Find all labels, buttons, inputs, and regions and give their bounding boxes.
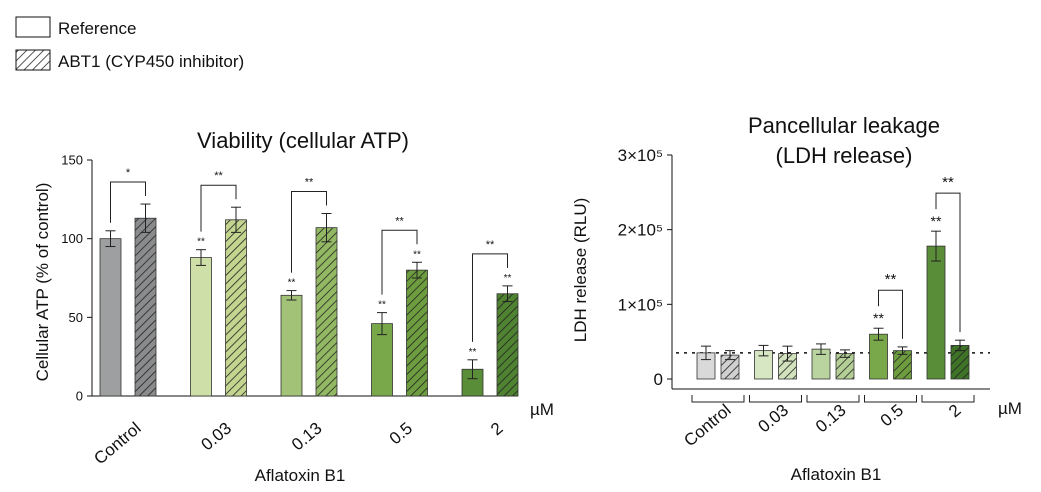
x-category-label: 0.5 (386, 419, 416, 449)
viability-chart-title: Viability (cellular ATP) (197, 128, 409, 153)
y-tick-label: 0 (654, 370, 663, 389)
significance-label: ** (378, 300, 386, 311)
bracket-label: ** (942, 174, 954, 191)
viability-x-axis-label: Aflatoxin B1 (255, 466, 346, 485)
bracket-label: ** (486, 239, 495, 251)
y-tick-label: 1×10⁵ (618, 295, 663, 314)
legend-label-reference: Reference (58, 19, 136, 38)
x-category-label: 0.03 (198, 419, 236, 455)
y-tick-label: 3×10⁵ (618, 146, 663, 165)
legend-item-abt1: ABT1 (CYP450 inhibitor) (15, 49, 244, 71)
comparison-bracket (381, 229, 418, 295)
bar-reference (190, 257, 212, 397)
ldh-chart-title: Pancellular leakage (748, 113, 940, 138)
significance-label: ** (413, 249, 421, 260)
bar-abt1 (406, 269, 428, 397)
ldh-unit-label: µM (998, 399, 1022, 418)
bar-reference (280, 294, 303, 397)
comparison-bracket (878, 289, 903, 339)
ldh-x-axis-label: Aflatoxin B1 (791, 465, 882, 484)
significance-label: ** (873, 310, 884, 326)
bracket-label: ** (885, 271, 897, 288)
significance-label: ** (288, 278, 296, 289)
x-category-label: Control (680, 401, 734, 451)
y-tick-label: 100 (61, 231, 83, 246)
significance-label: ** (504, 273, 512, 284)
bar-abt1 (225, 219, 247, 397)
x-category-label: 0.03 (755, 401, 793, 437)
legend: Reference ABT1 (CYP450 inhibitor) (15, 16, 244, 71)
viability-chart: Viability (cellular ATP) Cellular ATP (%… (33, 128, 554, 485)
comparison-bracket (200, 184, 237, 232)
comparison-bracket (472, 253, 508, 342)
x-category-label: 0.13 (812, 401, 850, 437)
x-category-label: 2 (487, 419, 506, 440)
viability-y-axis-label: Cellular ATP (% of control) (33, 183, 52, 382)
x-category-label: 0.5 (877, 401, 907, 431)
ldh-chart-subtitle: (LDH release) (776, 143, 913, 168)
significance-label: ** (197, 237, 205, 248)
significance-label: ** (931, 213, 942, 229)
x-group-bracket (921, 395, 975, 403)
comparison-bracket (110, 181, 146, 223)
bar-reference (99, 238, 122, 397)
y-tick-label: 150 (61, 153, 83, 168)
y-tick-label: 2×10⁵ (618, 221, 663, 240)
bar-reference (869, 333, 888, 380)
viability-plot-area: 0 50 100 150 * Control ** ** 0.03 ** ** 0.13 ** ** ** 0… (61, 153, 519, 469)
x-category-label: Control (90, 419, 144, 469)
x-category-label: 0.13 (288, 419, 326, 455)
comparison-bracket (935, 192, 961, 333)
significance-label: ** (469, 347, 477, 358)
bracket-label: ** (214, 170, 223, 182)
bar-reference (926, 245, 946, 380)
x-group-bracket (864, 395, 917, 403)
x-group-bracket (806, 395, 860, 403)
ldh-plot-area: 0 1×10⁵ 2×10⁵ 3×10⁵ Control 0.03 0.13 ** ** 0.5 **… (618, 146, 990, 450)
y-tick-label: 50 (69, 310, 83, 325)
x-group-bracket (691, 395, 745, 403)
legend-swatch-abt1 (15, 49, 51, 71)
legend-swatch-reference (15, 16, 51, 38)
legend-label-abt1: ABT1 (CYP450 inhibitor) (58, 52, 244, 71)
ldh-y-axis-label: LDH release (RLU) (571, 198, 590, 343)
bar-abt1 (134, 217, 157, 397)
x-group-bracket (749, 395, 802, 403)
ldh-chart: Pancellular leakage (LDH release) LDH re… (571, 113, 1022, 484)
y-tick-label: 0 (76, 389, 83, 404)
bracket-label: ** (305, 176, 314, 188)
legend-item-reference: Reference (15, 16, 136, 38)
viability-unit-label: µM (530, 400, 554, 419)
comparison-bracket (291, 190, 327, 273)
bar-abt1 (496, 293, 519, 397)
bar-abt1 (315, 227, 338, 397)
x-category-label: 2 (945, 401, 964, 422)
bracket-label: * (126, 167, 131, 179)
bracket-label: ** (395, 215, 404, 227)
bar-abt1 (893, 350, 912, 380)
